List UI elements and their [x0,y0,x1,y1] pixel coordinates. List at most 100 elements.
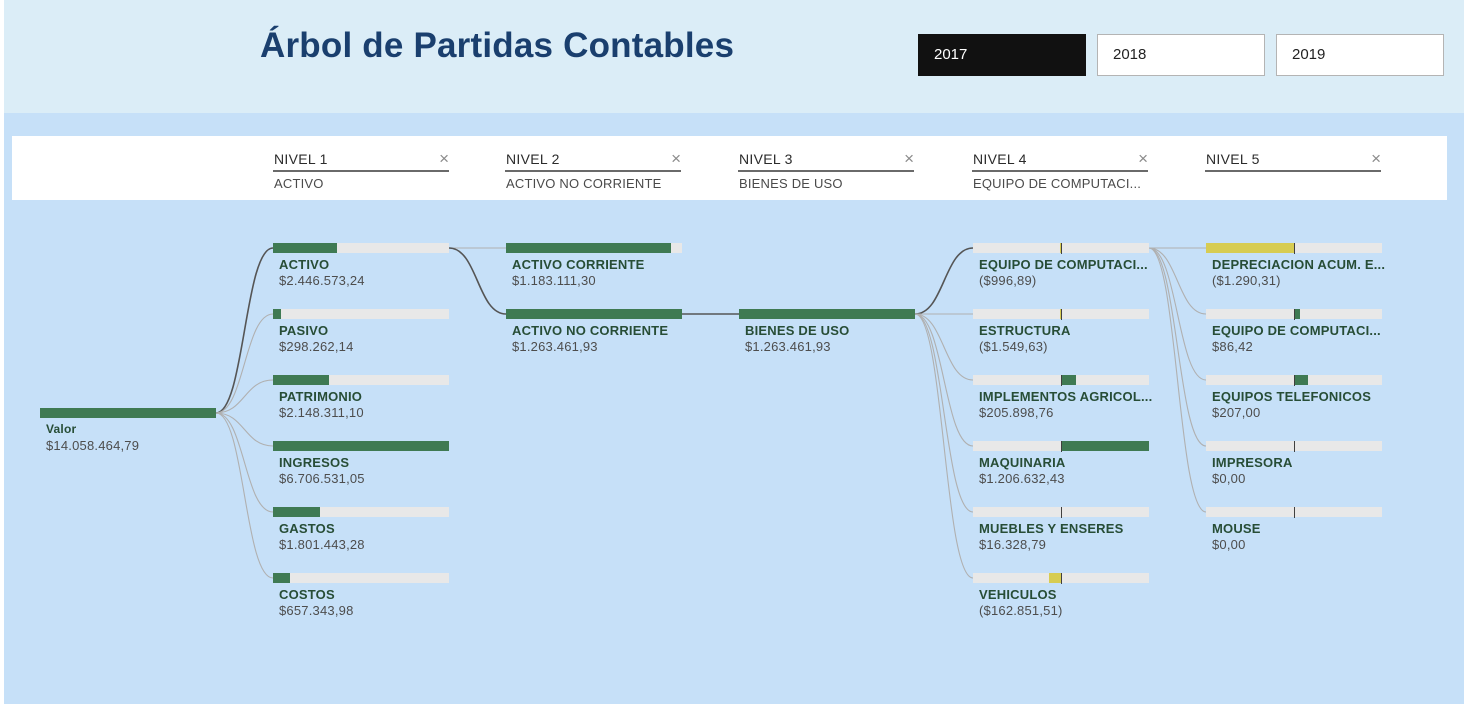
connector [914,313,974,447]
connector [215,412,274,447]
node-label: Valor [46,422,77,436]
tree-node-l2-2[interactable]: ACTIVO NO CORRIENTE $1.263.461,93 [506,309,682,359]
tree-node-l1-2[interactable]: PASIVO $298.262,14 [273,309,449,359]
zero-axis-line [1061,309,1062,320]
node-bar-fill [1049,573,1061,583]
node-value: $205.898,76 [979,405,1054,420]
node-value: ($1.290,31) [1212,273,1281,288]
node-bar-fill [273,243,338,253]
close-icon[interactable]: × [1371,149,1381,168]
node-bar-track [40,408,216,418]
tree-node-l1-5[interactable]: GASTOS $1.801.443,28 [273,507,449,557]
node-value: $298.262,14 [279,339,354,354]
node-value: $6.706.531,05 [279,471,365,486]
connector [914,313,974,381]
level-name: NIVEL 3 [739,151,793,167]
tree-root-node[interactable]: Valor $14.058.464,79 [40,408,216,458]
node-label: PASIVO [279,323,329,338]
node-value: ($1.549,63) [979,339,1048,354]
connector [1148,247,1207,315]
node-value: $207,00 [1212,405,1261,420]
tree-node-l1-1[interactable]: ACTIVO $2.446.573,24 [273,243,449,293]
connector [914,313,974,579]
close-icon[interactable]: × [671,149,681,168]
year-slicer-2019[interactable]: 2019 [1276,34,1444,76]
node-bar-track [1206,309,1382,320]
node-label: VEHICULOS [979,587,1057,602]
close-icon[interactable]: × [1138,149,1148,168]
zero-axis-line [1294,507,1295,518]
node-bar-fill [1294,309,1300,319]
tree-node-l1-4[interactable]: INGRESOS $6.706.531,05 [273,441,449,491]
zero-axis-line [1061,441,1062,452]
tree-node-l4-6[interactable]: VEHICULOS ($162.851,51) [973,573,1149,623]
node-bar-track [973,375,1149,386]
level-divider [505,170,681,172]
node-bar-fill [40,408,216,418]
node-label: IMPRESORA [1212,455,1293,470]
tree-node-l4-1[interactable]: EQUIPO DE COMPUTACI... ($996,89) [973,243,1149,293]
node-bar-fill [273,573,291,583]
level-divider [972,170,1148,172]
tree-node-l1-6[interactable]: COSTOS $657.343,98 [273,573,449,623]
tree-node-l3-1[interactable]: BIENES DE USO $1.263.461,93 [739,309,915,359]
node-label: MUEBLES Y ENSERES [979,521,1124,536]
connector [215,412,274,579]
tree-node-l5-4[interactable]: IMPRESORA $0,00 [1206,441,1382,491]
node-value: $1.183.111,30 [512,273,596,288]
node-label: ESTRUCTURA [979,323,1071,338]
level-selected-value: EQUIPO DE COMPUTACI... [973,176,1142,191]
level-name: NIVEL 2 [506,151,560,167]
level-divider [738,170,914,172]
node-value: $0,00 [1212,537,1246,552]
year-slicer-2017[interactable]: 2017 [918,34,1086,76]
node-bar-fill [506,309,682,319]
level-header-4: NIVEL 4 × EQUIPO DE COMPUTACI... [972,149,1148,195]
node-label: IMPLEMENTOS AGRICOL... [979,389,1153,404]
node-value: $1.263.461,93 [745,339,831,354]
tree-node-l4-3[interactable]: IMPLEMENTOS AGRICOL... $205.898,76 [973,375,1152,425]
node-value: $14.058.464,79 [46,438,140,453]
tree-node-l5-1[interactable]: DEPRECIACION ACUM. E... ($1.290,31) [1206,243,1385,293]
node-bar-track [273,573,449,583]
node-bar-fill [273,309,281,319]
node-value: ($162.851,51) [979,603,1063,618]
report-canvas: Árbol de Partidas Contables 2017 2018 20… [4,0,1464,704]
node-bar-track [1206,441,1382,452]
node-bar-fill [1059,309,1061,319]
tree-node-l4-4[interactable]: MAQUINARIA $1.206.632,43 [973,441,1149,491]
node-bar-track [273,375,449,385]
node-value: $1.263.461,93 [512,339,598,354]
year-slicer-2018[interactable]: 2018 [1097,34,1265,76]
tree-node-l5-2[interactable]: EQUIPO DE COMPUTACI... $86,42 [1206,309,1382,359]
node-bar-track [973,507,1149,518]
node-bar-fill [1294,375,1309,385]
tree-node-l5-3[interactable]: EQUIPOS TELEFONICOS $207,00 [1206,375,1382,425]
tree-node-l2-1[interactable]: ACTIVO CORRIENTE $1.183.111,30 [506,243,682,293]
level-name: NIVEL 4 [973,151,1027,167]
zero-axis-line [1061,375,1062,386]
connector [1148,247,1207,381]
level-header-1: NIVEL 1 × ACTIVO [273,149,449,195]
connector [914,313,974,513]
connector [215,412,274,513]
tree-node-l5-5[interactable]: MOUSE $0,00 [1206,507,1382,557]
node-label: EQUIPOS TELEFONICOS [1212,389,1372,404]
tree-node-l1-3[interactable]: PATRIMONIO $2.148.311,10 [273,375,449,425]
close-icon[interactable]: × [439,149,449,168]
level-name: NIVEL 1 [274,151,328,167]
close-icon[interactable]: × [904,149,914,168]
selected-connector [448,247,507,315]
node-bar-fill [1061,441,1149,451]
node-label: INGRESOS [279,455,350,470]
node-bar-track [739,309,915,319]
zero-axis-line [1294,243,1295,254]
node-bar-track [273,441,449,451]
node-bar-track [273,243,449,253]
node-bar-track [1206,243,1382,254]
selected-connector [215,247,274,414]
connector [1148,247,1207,513]
tree-node-l4-2[interactable]: ESTRUCTURA ($1.549,63) [973,309,1149,359]
tree-node-l4-5[interactable]: MUEBLES Y ENSERES $16.328,79 [973,507,1149,557]
node-value: $1.206.632,43 [979,471,1065,486]
